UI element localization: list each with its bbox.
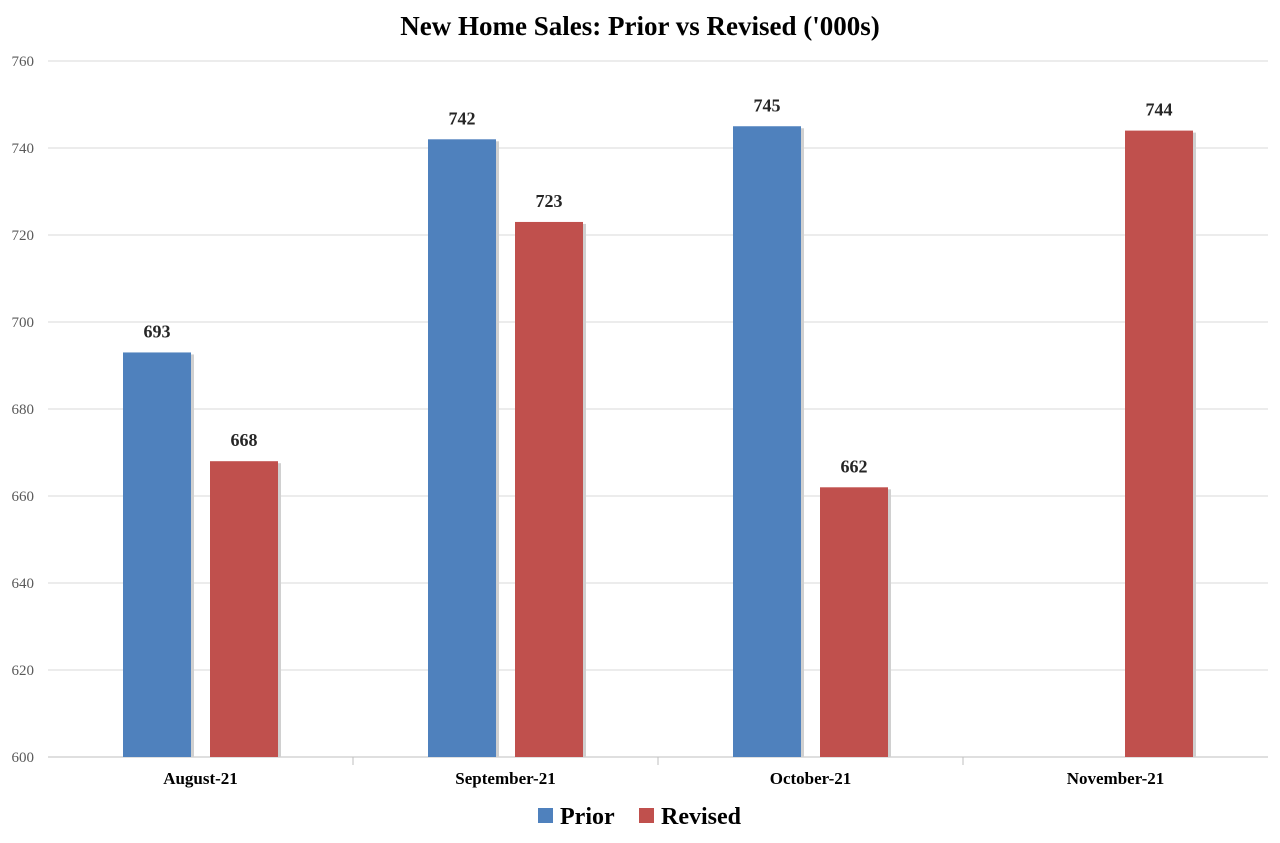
- legend-swatch: [538, 808, 553, 823]
- bar-prior: [733, 126, 801, 757]
- bar-revised: [1125, 130, 1193, 758]
- data-label: 662: [841, 456, 868, 476]
- chart-title: New Home Sales: Prior vs Revised ('000s): [400, 11, 879, 41]
- x-tick-label: October-21: [770, 769, 852, 788]
- bar-prior: [123, 352, 191, 757]
- y-tick-label: 720: [12, 228, 35, 244]
- y-tick-label: 740: [12, 141, 35, 157]
- y-tick-label: 680: [12, 402, 35, 418]
- y-tick-label: 760: [12, 54, 35, 70]
- data-label: 742: [449, 108, 476, 128]
- legend-swatch: [639, 808, 654, 823]
- y-tick-label: 700: [12, 315, 35, 331]
- data-label: 723: [536, 191, 563, 211]
- bar-revised: [210, 461, 278, 757]
- y-tick-label: 620: [12, 663, 35, 679]
- legend-label: Revised: [661, 804, 742, 830]
- y-tick-label: 640: [12, 576, 35, 592]
- y-tick-label: 600: [12, 750, 35, 766]
- bar-revised: [820, 487, 888, 757]
- legend-label: Prior: [560, 804, 615, 830]
- bar-prior: [428, 139, 496, 758]
- legend: Prior Revised: [538, 804, 742, 830]
- x-axis: August-21 September-21 October-21 November-…: [163, 757, 1164, 788]
- x-tick-label: September-21: [455, 769, 555, 788]
- x-tick-label: November-21: [1067, 769, 1165, 788]
- data-labels: 693 668 742 723 745 662 744: [144, 95, 1173, 476]
- data-label: 744: [1146, 100, 1173, 120]
- bars: [123, 126, 1196, 758]
- data-label: 668: [231, 430, 258, 450]
- x-tick-label: August-21: [163, 769, 238, 788]
- data-label: 745: [754, 95, 781, 115]
- data-label: 693: [144, 321, 171, 341]
- y-tick-label: 660: [12, 489, 35, 505]
- y-axis: 600 620 640 660 680 700 720 740 760: [12, 54, 1268, 766]
- bar-revised: [515, 221, 583, 757]
